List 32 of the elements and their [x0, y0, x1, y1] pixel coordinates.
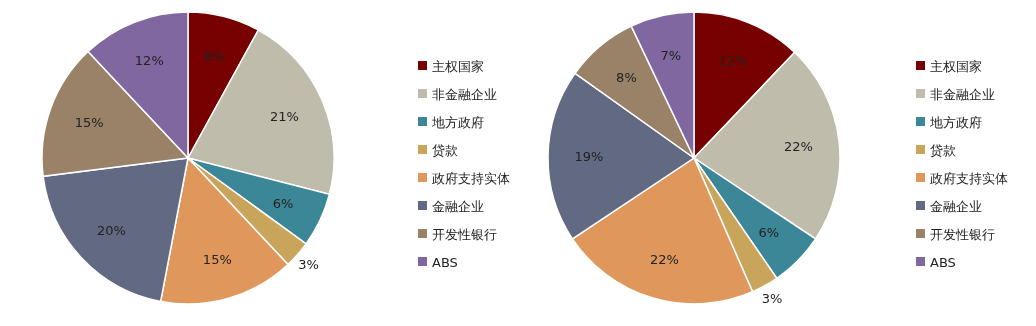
legend-label: 主权国家	[930, 59, 982, 74]
data-label: 22%	[784, 139, 813, 155]
legend-label: ABS	[930, 255, 956, 270]
data-label: 20%	[96, 222, 126, 238]
data-label: 12%	[718, 53, 748, 69]
legend-label: 非金融企业	[432, 87, 497, 102]
data-label: 8%	[616, 70, 637, 86]
data-label: 6%	[272, 195, 294, 211]
data-label: 3%	[761, 291, 783, 307]
legend-label: 政府支持实体	[930, 171, 1008, 186]
data-label: 3%	[298, 257, 319, 273]
legend-label: 金融企业	[432, 199, 484, 214]
legend-label: 地方政府	[929, 115, 982, 130]
data-label: 21%	[270, 109, 299, 125]
data-label: 12%	[134, 53, 164, 69]
data-label: 22%	[649, 251, 679, 267]
legend-label: 开发性银行	[432, 227, 497, 242]
data-label: 7%	[660, 48, 682, 64]
legend-label: 金融企业	[930, 199, 982, 214]
legend-label: ABS	[432, 255, 458, 270]
legend-label: 贷款	[930, 143, 956, 158]
legend-label: 开发性银行	[930, 227, 995, 242]
legend-label: 贷款	[432, 143, 458, 158]
legend-label: 地方政府	[431, 115, 484, 130]
legend-label: 政府支持实体	[432, 171, 510, 186]
data-label: 15%	[74, 115, 104, 131]
data-label: 19%	[574, 149, 604, 165]
data-label: 6%	[758, 224, 780, 240]
legend-label: 主权国家	[432, 59, 484, 74]
legend-label: 非金融企业	[930, 87, 995, 102]
data-label: 8%	[203, 49, 225, 65]
data-label: 15%	[202, 251, 232, 267]
